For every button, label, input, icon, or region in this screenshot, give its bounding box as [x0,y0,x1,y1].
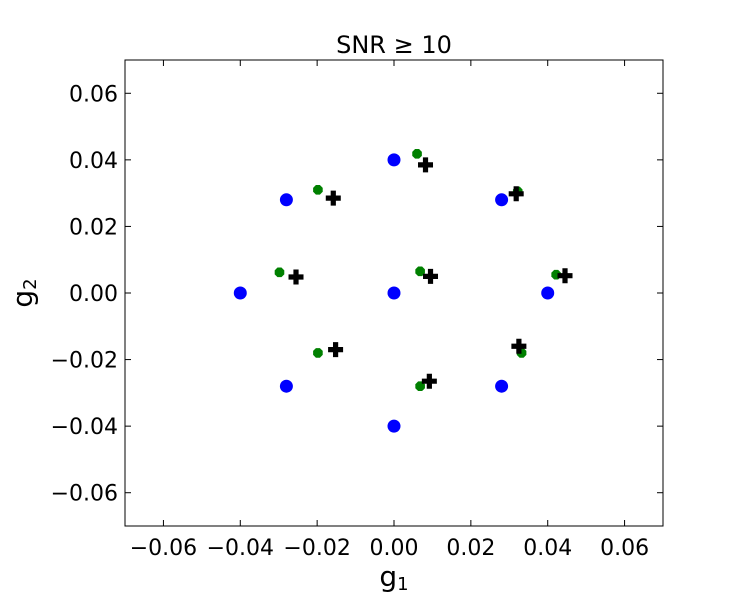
data-point-circle [387,419,401,433]
x-tick-label: 0.02 [446,536,495,561]
data-point-plus [423,268,439,284]
y-axis-label-main: g [6,290,39,308]
x-axis-label-main: g [379,560,397,593]
x-tick-label: −0.02 [283,536,350,561]
y-axis-label: g2 [6,278,41,307]
data-point-circle [495,379,509,393]
y-tick-label: −0.06 [51,482,118,507]
y-tick-label: 0.02 [69,215,118,240]
x-tick-label: −0.06 [130,536,197,561]
data-point-circle [495,193,509,207]
x-tick-label: 0.06 [600,536,649,561]
data-point-octagon [274,267,285,278]
y-tick-label: 0.06 [69,82,118,107]
x-axis-label-sub: 1 [397,574,408,595]
x-tick-label: 0.04 [523,536,572,561]
y-axis-label-sub: 2 [20,278,41,289]
data-point-plus [421,373,437,389]
plot-area-frame [124,59,664,527]
y-tick-label: −0.02 [51,349,118,374]
data-point-circle [387,153,401,167]
y-tick-label: 0.04 [69,149,118,174]
data-point-plus [557,268,573,284]
y-tick-label: 0.00 [69,282,118,307]
data-point-octagon [313,185,323,195]
x-tick-label: −0.04 [207,536,274,561]
chart-title: SNR ≥ 10 [336,31,452,59]
x-axis-label: g1 [379,560,408,595]
data-point-plus [511,338,527,354]
data-point-plus [328,342,344,358]
markers-layer [233,149,573,433]
y-tick-label: −0.04 [51,415,118,440]
data-point-circle [279,193,293,207]
x-tick-label: 0.00 [370,536,419,561]
data-point-circle [541,286,555,300]
data-point-circle [279,379,293,393]
data-point-plus [418,157,434,173]
ticks-layer: −0.06 −0.04 −0.02 0.00 0.02 0.04 0.06 0.06 0.04 0… [51,60,663,561]
data-point-plus [325,190,341,206]
data-point-circle [233,286,247,300]
data-point-octagon [412,149,422,159]
data-point-octagon [313,348,323,358]
data-point-plus [288,269,304,285]
data-point-plus [508,186,524,202]
data-point-octagon [415,266,425,277]
data-point-circle [387,286,401,300]
